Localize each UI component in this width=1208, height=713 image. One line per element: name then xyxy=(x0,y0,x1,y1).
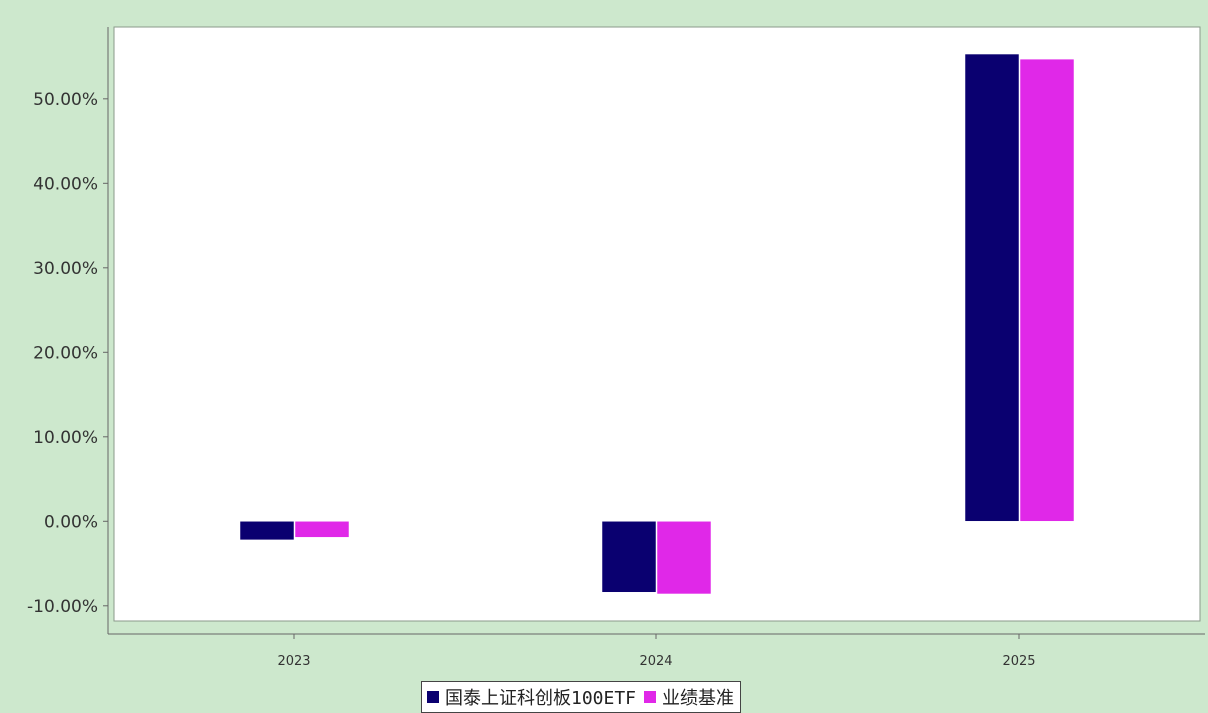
bar-benchmark-2024 xyxy=(656,521,712,595)
legend-item-fund: 国泰上证科创板100ETF xyxy=(427,684,636,710)
bar-fund-2025 xyxy=(964,53,1020,522)
x-tick-label: 2025 xyxy=(1002,654,1035,669)
y-tick-label: 10.00% xyxy=(33,428,98,448)
y-tick-label: -10.00% xyxy=(27,597,98,617)
y-tick-label: 30.00% xyxy=(33,259,98,279)
legend-label-benchmark: 业绩基准 xyxy=(662,688,735,709)
y-tick-label: 40.00% xyxy=(33,174,98,194)
x-tick-label: 2024 xyxy=(639,654,672,669)
bar-fund-2023 xyxy=(239,521,295,541)
bar-fund-2024 xyxy=(601,521,657,593)
legend-swatch-benchmark xyxy=(644,691,657,703)
bar-benchmark-2023 xyxy=(294,521,350,538)
legend: 国泰上证科创板100ETF 业绩基准 xyxy=(421,681,742,713)
y-tick-label: 50.00% xyxy=(33,90,98,110)
bar-benchmark-2025 xyxy=(1019,58,1075,522)
legend-item-benchmark: 业绩基准 xyxy=(644,684,734,710)
x-tick-label: 2023 xyxy=(277,654,310,669)
y-tick-label: 0.00% xyxy=(44,512,98,532)
legend-label-fund: 国泰上证科创板100ETF xyxy=(445,688,637,709)
legend-swatch-fund xyxy=(427,691,439,703)
y-tick-label: 20.00% xyxy=(33,343,98,363)
